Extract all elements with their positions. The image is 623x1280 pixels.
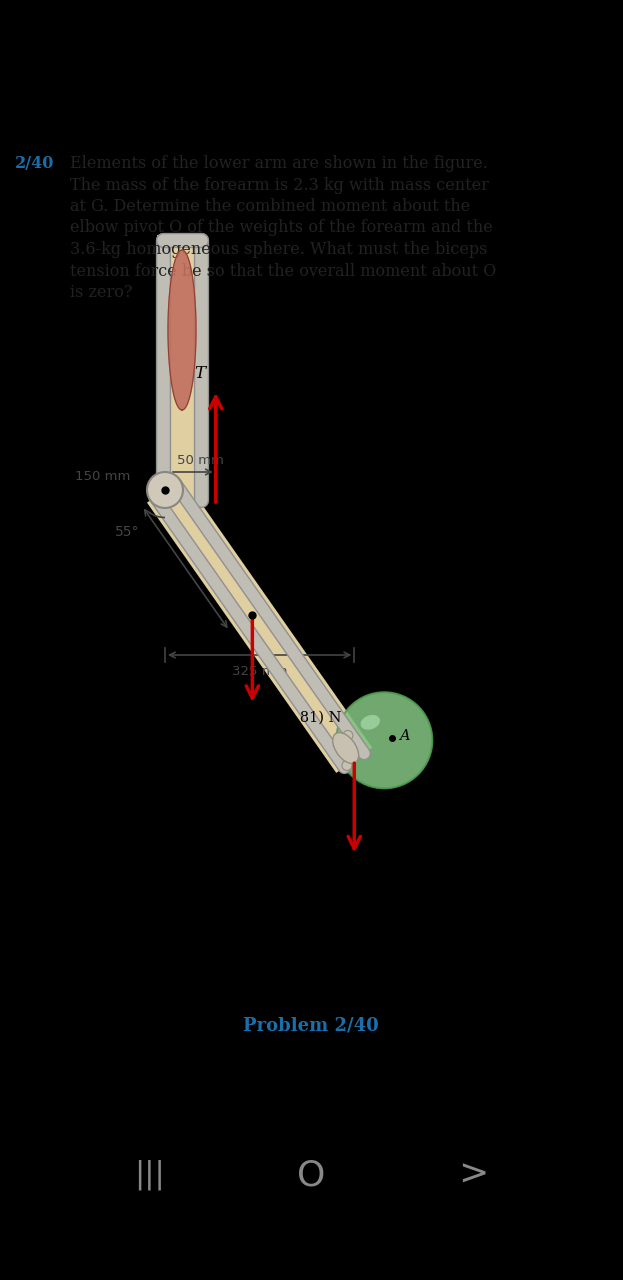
Text: Elements of the lower arm are shown in the figure.: Elements of the lower arm are shown in t… <box>70 155 488 172</box>
Text: at G. Determine the combined moment about the: at G. Determine the combined moment abou… <box>70 198 470 215</box>
Circle shape <box>342 760 352 771</box>
Text: 325 mm: 325 mm <box>232 666 287 678</box>
Text: 55°: 55° <box>115 525 140 539</box>
Text: tension force be so that the overall moment about O: tension force be so that the overall mom… <box>70 262 497 279</box>
Text: A: A <box>399 730 410 744</box>
Text: The mass of the forearm is 2.3 kg with mass center: The mass of the forearm is 2.3 kg with m… <box>70 177 489 193</box>
Text: elbow pivot O of the weights of the forearm and the: elbow pivot O of the weights of the fore… <box>70 219 493 237</box>
Polygon shape <box>168 250 196 410</box>
Text: is zero?: is zero? <box>70 284 133 301</box>
Text: 3.6(9.81) N: 3.6(9.81) N <box>363 801 447 815</box>
Polygon shape <box>157 236 207 500</box>
Text: 50 mm: 50 mm <box>177 454 224 467</box>
Text: |||: ||| <box>135 1160 165 1190</box>
Text: 150 mm: 150 mm <box>75 470 130 483</box>
Circle shape <box>343 741 353 750</box>
Text: 2/40: 2/40 <box>15 155 54 172</box>
Circle shape <box>343 731 353 741</box>
Text: Problem 2/40: Problem 2/40 <box>243 1018 379 1036</box>
Polygon shape <box>147 477 373 773</box>
Text: >: > <box>458 1158 488 1192</box>
Text: 3.6-kg homogeneous sphere. What must the biceps: 3.6-kg homogeneous sphere. What must the… <box>70 241 487 259</box>
Text: T: T <box>194 365 206 381</box>
Circle shape <box>336 692 432 788</box>
Text: G: G <box>272 593 285 607</box>
Circle shape <box>342 750 352 760</box>
Text: O: O <box>297 1158 325 1192</box>
Ellipse shape <box>333 732 359 763</box>
Circle shape <box>147 472 183 508</box>
Text: O: O <box>128 480 141 494</box>
Text: 2.3(9.81) N: 2.3(9.81) N <box>257 710 342 724</box>
Ellipse shape <box>361 716 380 730</box>
